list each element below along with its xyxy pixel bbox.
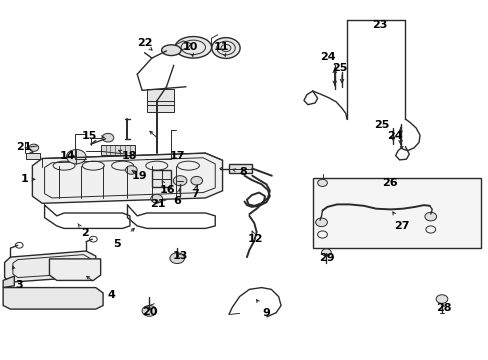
Circle shape — [125, 166, 137, 174]
Text: 6: 6 — [173, 196, 181, 206]
Circle shape — [66, 149, 86, 164]
Ellipse shape — [211, 38, 240, 58]
Text: 16: 16 — [159, 185, 175, 195]
Text: 20: 20 — [142, 307, 157, 317]
Polygon shape — [49, 259, 101, 280]
Bar — [101, 145, 135, 155]
Text: 25: 25 — [373, 121, 389, 130]
Circle shape — [102, 134, 114, 142]
Text: 28: 28 — [435, 303, 450, 314]
Text: 29: 29 — [319, 253, 334, 263]
Polygon shape — [3, 288, 103, 309]
Text: 2: 2 — [81, 228, 88, 238]
Text: 7: 7 — [190, 189, 198, 199]
Circle shape — [315, 218, 327, 226]
Text: 1: 1 — [20, 174, 28, 184]
Circle shape — [435, 295, 447, 303]
Text: 3: 3 — [16, 280, 23, 290]
Bar — [26, 153, 40, 159]
Bar — [152, 170, 171, 187]
Text: 11: 11 — [213, 42, 228, 51]
Ellipse shape — [161, 45, 181, 55]
Ellipse shape — [175, 37, 211, 58]
Text: 15: 15 — [81, 131, 97, 141]
Text: 19: 19 — [132, 171, 147, 181]
Circle shape — [29, 144, 39, 151]
Circle shape — [173, 176, 186, 186]
Polygon shape — [32, 153, 222, 203]
Text: 9: 9 — [262, 309, 270, 318]
Polygon shape — [4, 251, 96, 282]
Text: 14: 14 — [60, 150, 76, 161]
Text: 18: 18 — [122, 150, 138, 161]
Text: 23: 23 — [371, 20, 387, 30]
Text: 12: 12 — [247, 234, 263, 244]
Text: 4: 4 — [108, 291, 116, 301]
Text: 25: 25 — [331, 63, 346, 73]
Text: 27: 27 — [393, 221, 408, 231]
Bar — [228, 164, 252, 173]
Circle shape — [169, 253, 184, 264]
Circle shape — [190, 176, 202, 185]
Text: 21: 21 — [150, 199, 165, 210]
Circle shape — [321, 249, 330, 256]
Circle shape — [151, 194, 162, 203]
Text: 22: 22 — [137, 38, 152, 48]
Polygon shape — [3, 276, 14, 288]
Text: 8: 8 — [239, 167, 247, 177]
Text: 5: 5 — [113, 239, 121, 249]
Circle shape — [142, 306, 157, 316]
Text: 10: 10 — [182, 42, 197, 51]
Text: 24: 24 — [320, 52, 335, 62]
Text: 24: 24 — [386, 131, 402, 141]
Bar — [147, 89, 173, 112]
Text: 17: 17 — [169, 150, 184, 161]
Bar — [312, 178, 480, 248]
Text: 21: 21 — [16, 142, 32, 152]
Text: 13: 13 — [172, 251, 187, 261]
Circle shape — [317, 179, 327, 186]
Text: 26: 26 — [381, 178, 397, 188]
Circle shape — [424, 212, 436, 221]
